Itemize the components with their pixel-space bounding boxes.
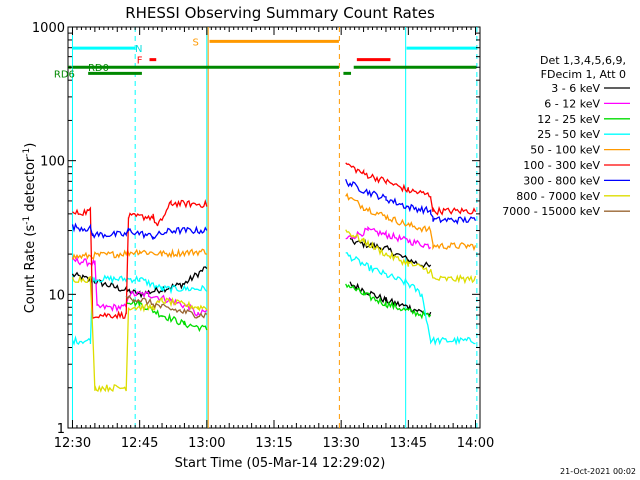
legend-header-line-2: FDecim 1, Att 0	[541, 68, 626, 81]
x-tick-label-3: 13:15	[255, 436, 292, 451]
legend: Det 1,3,4,5,6,9, FDecim 1, Att 0 3 - 6 k…	[502, 54, 630, 218]
x-tick-label-0: 12:30	[54, 436, 91, 451]
y-axis-label-end: )	[23, 143, 38, 148]
series-line-6-seg-0	[71, 222, 208, 240]
legend-label-6: 300 - 800 keV	[523, 174, 600, 187]
series-line-5-seg-0	[72, 198, 208, 320]
footer-date: 21-Oct-2021 00:02	[560, 467, 636, 476]
legend-label-4: 50 - 100 keV	[530, 144, 600, 157]
series-line-5-seg-1	[345, 162, 477, 216]
legend-header-line-1: Det 1,3,4,5,6,9,	[540, 54, 626, 67]
series-line-1-seg-1	[345, 225, 432, 250]
instrument-vlines	[71, 27, 478, 428]
y-axis-label-mid: detector	[23, 156, 38, 216]
x-axis-label: Start Time (05-Mar-14 12:29:02)	[175, 456, 386, 471]
y-axis-label-sup2: -1	[22, 148, 32, 157]
y-axis-label-main: Count Rate (s	[23, 225, 38, 314]
x-axis: 12:30 12:45 13:00 13:15 13:30 13:45 14:00	[54, 27, 494, 451]
y-axis: 1 10 100 1000	[32, 21, 480, 437]
series-line-0-seg-2	[349, 281, 432, 318]
series-line-4-seg-0	[71, 247, 208, 260]
series-line-7-seg-1	[345, 229, 477, 285]
y-axis-label: Count Rate (s-1 detector-1)	[22, 143, 38, 314]
series-line-4-seg-1	[345, 192, 477, 252]
plot-frame	[67, 26, 481, 429]
x-tick-label-4: 13:30	[322, 436, 359, 451]
legend-label-3: 25 - 50 keV	[537, 128, 600, 141]
series-line-2-seg-0	[125, 298, 208, 333]
x-tick-label-6: 14:00	[457, 436, 494, 451]
legend-label-7: 800 - 7000 keV	[516, 190, 600, 203]
legend-label-5: 100 - 300 keV	[523, 159, 600, 172]
x-tick-label-2: 13:00	[188, 436, 225, 451]
flag-label-10: RD6	[54, 69, 75, 80]
legend-label-2: 12 - 25 keV	[537, 113, 600, 126]
legend-label-1: 6 - 12 keV	[544, 97, 600, 110]
series-line-3-seg-0	[71, 274, 208, 346]
flag-label-3: S	[192, 37, 198, 48]
flag-label-6: RD0	[88, 63, 109, 74]
y-axis-label-sup1: -1	[22, 216, 32, 225]
y-tick-label-0: 1	[57, 422, 65, 437]
chart-title: RHESSI Observing Summary Count Rates	[125, 4, 435, 22]
y-tick-label-3: 1000	[32, 21, 65, 36]
legend-label-8: 7000 - 15000 keV	[502, 205, 600, 218]
x-tick-label-1: 12:45	[121, 436, 158, 451]
series-line-0-seg-1	[349, 237, 432, 269]
observing-flags: N S F RD0 RD6	[54, 37, 477, 80]
series-line-8-seg-0	[125, 294, 208, 319]
legend-label-0: 3 - 6 keV	[551, 82, 600, 95]
series-line-7-seg-0	[71, 275, 208, 393]
series-line-3-seg-1	[345, 252, 476, 346]
flag-label-1: N	[135, 44, 142, 55]
flag-label-4: F	[137, 56, 143, 67]
y-tick-label-2: 100	[40, 155, 65, 170]
data-series	[71, 162, 477, 393]
series-line-2-seg-1	[345, 283, 432, 320]
y-tick-label-1: 10	[48, 288, 65, 303]
series-line-6-seg-1	[345, 178, 477, 225]
x-tick-label-5: 13:45	[390, 436, 427, 451]
